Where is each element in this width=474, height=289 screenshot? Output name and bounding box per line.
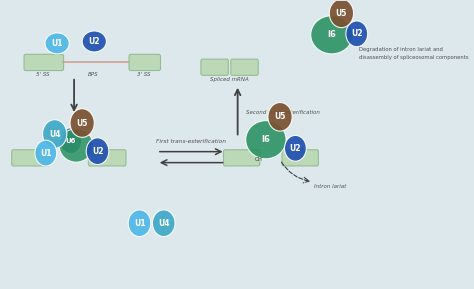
Text: U4: U4 bbox=[49, 129, 61, 138]
Text: Degradation of intron lariat and: Degradation of intron lariat and bbox=[359, 47, 443, 52]
Text: Spliced mRNA: Spliced mRNA bbox=[210, 77, 249, 82]
Text: U1: U1 bbox=[134, 219, 145, 228]
FancyBboxPatch shape bbox=[224, 150, 260, 166]
FancyBboxPatch shape bbox=[129, 54, 161, 71]
Text: I6: I6 bbox=[262, 135, 270, 144]
Ellipse shape bbox=[246, 121, 286, 159]
Text: disassembly of spliceosomal components: disassembly of spliceosomal components bbox=[359, 55, 468, 60]
Circle shape bbox=[86, 138, 109, 164]
Text: U2: U2 bbox=[290, 144, 301, 153]
Text: U2: U2 bbox=[351, 29, 363, 38]
Text: 5' SS: 5' SS bbox=[36, 72, 49, 77]
Circle shape bbox=[43, 120, 67, 148]
FancyBboxPatch shape bbox=[12, 150, 49, 166]
Text: 3' SS: 3' SS bbox=[137, 72, 150, 77]
Circle shape bbox=[268, 103, 292, 131]
Text: First trans-esterification: First trans-esterification bbox=[156, 138, 226, 144]
Text: Second trans-esterification: Second trans-esterification bbox=[246, 110, 319, 114]
Circle shape bbox=[128, 210, 151, 237]
Circle shape bbox=[329, 0, 354, 28]
Circle shape bbox=[60, 128, 82, 153]
Text: BPS: BPS bbox=[88, 72, 99, 77]
Ellipse shape bbox=[45, 33, 69, 54]
FancyBboxPatch shape bbox=[282, 150, 319, 166]
Text: U5: U5 bbox=[76, 118, 88, 127]
Text: U1: U1 bbox=[40, 149, 52, 158]
Circle shape bbox=[284, 136, 306, 161]
Text: U2: U2 bbox=[89, 37, 100, 46]
Ellipse shape bbox=[82, 31, 106, 52]
Text: Intron lariat: Intron lariat bbox=[314, 184, 346, 189]
FancyBboxPatch shape bbox=[24, 54, 64, 71]
Circle shape bbox=[70, 109, 94, 137]
Text: U6: U6 bbox=[66, 138, 76, 144]
Ellipse shape bbox=[59, 129, 93, 162]
FancyBboxPatch shape bbox=[201, 59, 228, 75]
FancyBboxPatch shape bbox=[89, 150, 126, 166]
Text: I6: I6 bbox=[327, 30, 336, 39]
Text: U4: U4 bbox=[158, 219, 170, 228]
FancyBboxPatch shape bbox=[231, 59, 258, 75]
Text: U5: U5 bbox=[274, 112, 286, 121]
Text: U5: U5 bbox=[336, 9, 347, 18]
Circle shape bbox=[153, 210, 175, 237]
Text: U1: U1 bbox=[51, 39, 63, 48]
Ellipse shape bbox=[311, 16, 353, 54]
Text: U2: U2 bbox=[92, 147, 103, 156]
Circle shape bbox=[346, 21, 368, 47]
Text: OH: OH bbox=[254, 157, 262, 162]
Circle shape bbox=[35, 140, 57, 166]
